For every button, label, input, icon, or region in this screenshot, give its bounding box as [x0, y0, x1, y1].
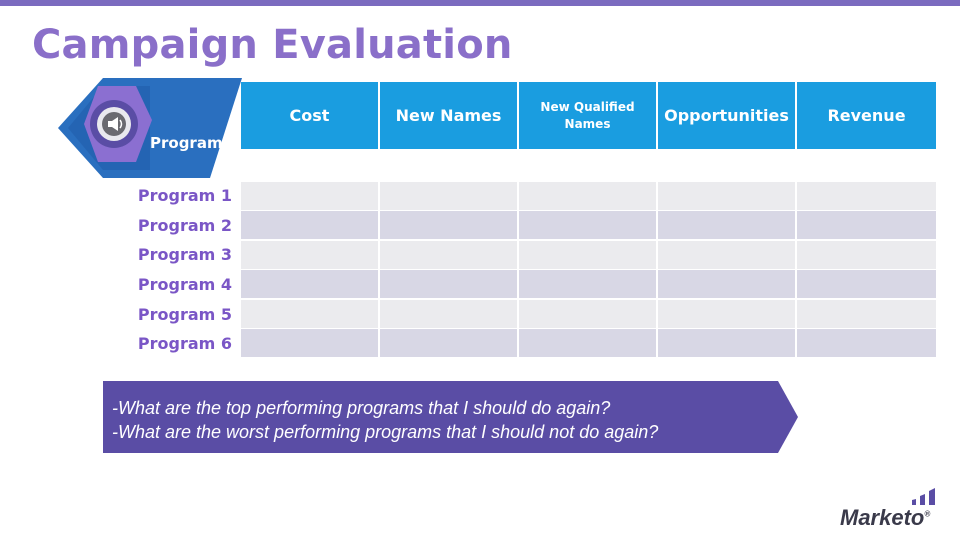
row-label-program-5: Program 5	[137, 305, 232, 324]
table-cell	[797, 241, 936, 269]
table-cell	[241, 270, 378, 298]
column-header-revenue: Revenue	[797, 82, 936, 149]
table-cell	[380, 241, 517, 269]
question-worst-programs: -What are the worst performing programs …	[112, 422, 659, 442]
column-header-cost: Cost	[241, 82, 378, 149]
row-label-program-4: Program 4	[137, 275, 232, 294]
table-cell	[241, 300, 378, 328]
table-cell	[519, 241, 656, 269]
marketo-logo	[912, 488, 935, 505]
table-cell	[380, 211, 517, 239]
column-header-opportunities: Opportunities	[658, 82, 795, 149]
row-label-program-6: Program 6	[137, 334, 232, 353]
table-cell	[797, 182, 936, 210]
questions-text: -What are the top performing programs th…	[112, 396, 792, 444]
table-cell	[380, 300, 517, 328]
table-cell	[658, 182, 795, 210]
table-cell	[519, 182, 656, 210]
table-cell	[797, 329, 936, 357]
table-cell	[380, 329, 517, 357]
marketo-logo-text: Marketo®	[840, 505, 931, 530]
table-cell	[519, 329, 656, 357]
table-cell	[241, 211, 378, 239]
row-label-program-2: Program 2	[137, 216, 232, 235]
table-cell	[658, 329, 795, 357]
column-header-new-names: New Names	[380, 82, 517, 149]
table-cell	[797, 300, 936, 328]
table-cell	[797, 211, 936, 239]
table-cell	[658, 270, 795, 298]
table-cell	[380, 182, 517, 210]
top-accent-bar	[0, 0, 960, 6]
column-header-new-qualified-names: New Qualified Names	[519, 82, 656, 149]
table-cell	[658, 211, 795, 239]
table-cell	[241, 182, 378, 210]
table-cell	[797, 270, 936, 298]
table-cell	[519, 300, 656, 328]
table-cell	[658, 241, 795, 269]
table-cell	[241, 241, 378, 269]
table-cell	[519, 270, 656, 298]
megaphone-icon	[90, 100, 138, 148]
programs-label: Programs	[150, 134, 232, 152]
row-label-program-1: Program 1	[137, 186, 232, 205]
table-cell	[380, 270, 517, 298]
question-top-programs: -What are the top performing programs th…	[112, 398, 611, 418]
questions-callout	[103, 381, 798, 453]
row-label-program-3: Program 3	[137, 245, 232, 264]
table-cell	[658, 300, 795, 328]
table-cell	[519, 211, 656, 239]
page-title: Campaign Evaluation	[32, 22, 513, 68]
table-cell	[241, 329, 378, 357]
